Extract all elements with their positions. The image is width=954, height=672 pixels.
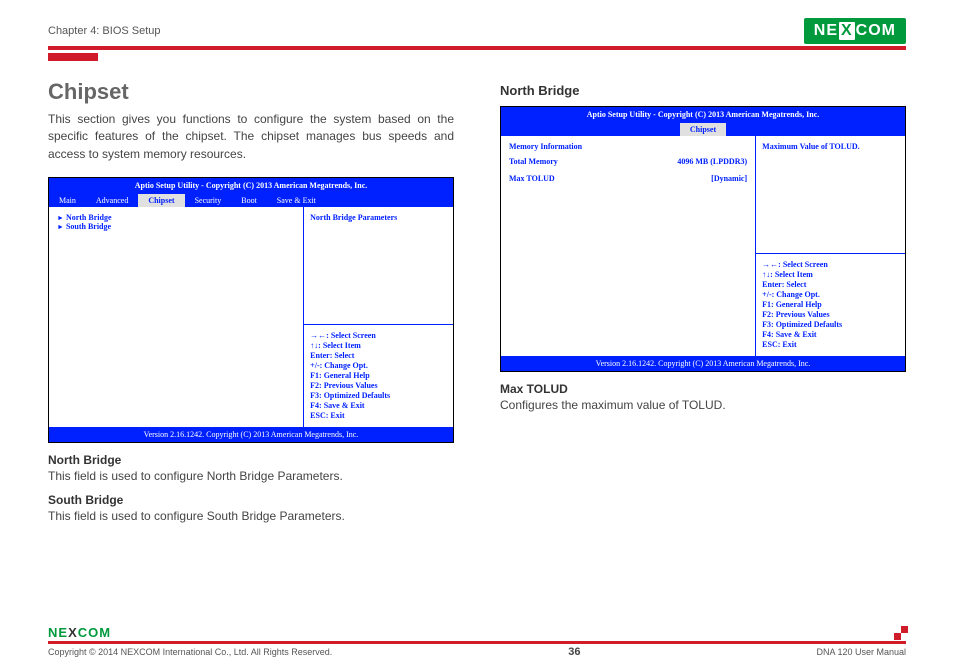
- corner-mark-icon: [894, 626, 908, 640]
- bios-panel-chipset: Aptio Setup Utility - Copyright (C) 2013…: [48, 177, 454, 443]
- menu-south-bridge[interactable]: South Bridge: [57, 222, 295, 231]
- info-row: Memory Information: [509, 142, 747, 151]
- key-line: F4: Save & Exit: [310, 401, 447, 411]
- bios-key-help: →←: Select Screen ↑↓: Select Item Enter:…: [756, 254, 905, 356]
- bios-footer: Version 2.16.1242. Copyright (C) 2013 Am…: [501, 356, 905, 371]
- north-bridge-title: North Bridge: [500, 83, 906, 98]
- bios-panel-north-bridge: Aptio Setup Utility - Copyright (C) 2013…: [500, 106, 906, 372]
- logo-post: COM: [856, 22, 896, 40]
- key-line: +/-: Change Opt.: [310, 361, 447, 371]
- south-bridge-text: This field is used to configure South Br…: [48, 509, 454, 523]
- bios-header: Aptio Setup Utility - Copyright (C) 2013…: [49, 178, 453, 193]
- tab-save-exit[interactable]: Save & Exit: [267, 194, 326, 207]
- tab-main[interactable]: Main: [49, 194, 86, 207]
- key-line: ESC: Exit: [310, 411, 447, 421]
- chipset-intro: This section gives you functions to conf…: [48, 111, 454, 163]
- key-line: +/-: Change Opt.: [762, 290, 899, 300]
- info-row-tolud[interactable]: Max TOLUD [Dynamic]: [509, 174, 747, 183]
- key-line: Enter: Select: [310, 351, 447, 361]
- logo-pre: NE: [814, 22, 838, 40]
- north-bridge-text: This field is used to configure North Br…: [48, 469, 454, 483]
- bios-header: Aptio Setup Utility - Copyright (C) 2013…: [501, 107, 905, 122]
- key-line: ESC: Exit: [762, 340, 899, 350]
- row-label: Max TOLUD: [509, 174, 555, 183]
- footer-logo: NEXCOM: [48, 625, 906, 640]
- tab-chipset[interactable]: Chipset: [680, 123, 726, 136]
- bios-help-desc: Maximum Value of TOLUD.: [756, 136, 905, 254]
- key-line: F2: Previous Values: [310, 381, 447, 391]
- south-bridge-head: South Bridge: [48, 493, 454, 507]
- logo-x: X: [839, 22, 855, 40]
- chapter-label: Chapter 4: BIOS Setup: [48, 25, 161, 37]
- key-line: F2: Previous Values: [762, 310, 899, 320]
- row-label: Total Memory: [509, 157, 558, 166]
- key-line: ↑↓: Select Item: [762, 270, 899, 280]
- key-line: F1: General Help: [762, 300, 899, 310]
- tab-security[interactable]: Security: [185, 194, 232, 207]
- key-line: →←: Select Screen: [762, 260, 899, 270]
- page-number: 36: [568, 646, 580, 658]
- bios-tabs: Main Advanced Chipset Security Boot Save…: [49, 193, 453, 207]
- bios-footer: Version 2.16.1242. Copyright (C) 2013 Am…: [49, 427, 453, 442]
- tab-boot[interactable]: Boot: [231, 194, 267, 207]
- key-line: →←: Select Screen: [310, 331, 447, 341]
- row-value: [Dynamic]: [711, 174, 747, 183]
- key-line: F4: Save & Exit: [762, 330, 899, 340]
- max-tolud-head: Max TOLUD: [500, 382, 906, 396]
- footer-copyright: Copyright © 2014 NEXCOM International Co…: [48, 647, 332, 657]
- tab-advanced[interactable]: Advanced: [86, 194, 138, 207]
- footer-doc-title: DNA 120 User Manual: [816, 647, 906, 657]
- bios-key-help: →←: Select Screen ↑↓: Select Item Enter:…: [304, 325, 453, 427]
- key-line: F3: Optimized Defaults: [310, 391, 447, 401]
- row-label: Memory Information: [509, 142, 582, 151]
- section-title-chipset: Chipset: [48, 79, 454, 105]
- row-value: 4096 MB (LPDDR3): [677, 157, 747, 166]
- key-line: Enter: Select: [762, 280, 899, 290]
- tab-chipset[interactable]: Chipset: [138, 194, 184, 207]
- red-tab-mark: [48, 53, 98, 61]
- menu-north-bridge[interactable]: North Bridge: [57, 213, 295, 222]
- bios-help-desc: North Bridge Parameters: [304, 207, 453, 325]
- header-rule: [48, 46, 906, 50]
- key-line: F1: General Help: [310, 371, 447, 381]
- footer-rule: [48, 641, 906, 644]
- max-tolud-text: Configures the maximum value of TOLUD.: [500, 398, 906, 412]
- north-bridge-head: North Bridge: [48, 453, 454, 467]
- key-line: ↑↓: Select Item: [310, 341, 447, 351]
- key-line: F3: Optimized Defaults: [762, 320, 899, 330]
- brand-logo: NEXCOM: [804, 18, 906, 44]
- info-row: Total Memory 4096 MB (LPDDR3): [509, 157, 747, 166]
